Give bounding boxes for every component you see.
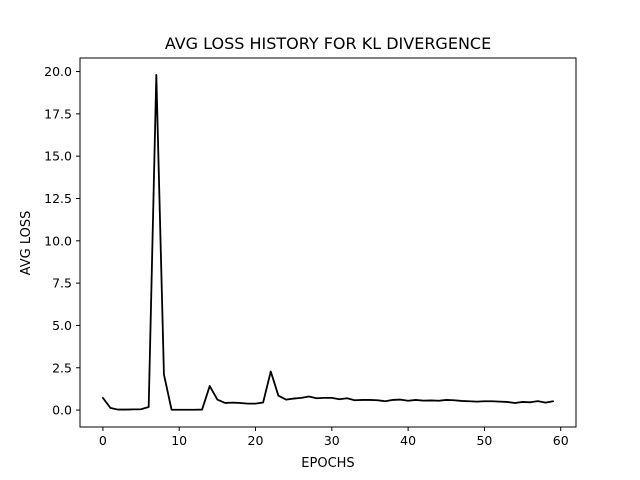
x-tick-label: 60 bbox=[553, 433, 569, 448]
x-tick-label: 10 bbox=[171, 433, 187, 448]
x-tick-label: 20 bbox=[248, 433, 264, 448]
y-tick-label: 7.5 bbox=[52, 276, 72, 291]
x-tick-label: 40 bbox=[400, 433, 416, 448]
y-tick-label: 5.0 bbox=[52, 318, 72, 333]
plot-frame bbox=[79, 57, 577, 428]
y-tick-label: 12.5 bbox=[44, 191, 72, 206]
y-axis: 0.0 2.5 5.0 7.5 10.0 12.5 15.0 17.5 20.0 bbox=[44, 64, 80, 418]
plot-area bbox=[101, 74, 555, 411]
y-axis-title: AVG LOSS bbox=[19, 211, 34, 276]
x-tick-label: 30 bbox=[324, 433, 340, 448]
y-tick-label: 2.5 bbox=[52, 360, 72, 375]
y-tick-label: 20.0 bbox=[44, 64, 72, 79]
y-tick-label: 17.5 bbox=[44, 106, 72, 121]
x-axis: 0 10 20 30 40 50 60 bbox=[99, 427, 569, 448]
x-tick-label: 0 bbox=[99, 433, 107, 448]
x-axis-title: EPOCHS bbox=[301, 456, 354, 471]
y-tick-label: 15.0 bbox=[44, 149, 72, 164]
chart-title: AVG LOSS HISTORY FOR KL DIVERGENCE bbox=[165, 34, 491, 53]
x-tick-label: 50 bbox=[476, 433, 492, 448]
series-line-avg-loss bbox=[101, 74, 555, 411]
y-tick-label: 10.0 bbox=[44, 233, 72, 248]
y-tick-label: 0.0 bbox=[52, 403, 72, 418]
